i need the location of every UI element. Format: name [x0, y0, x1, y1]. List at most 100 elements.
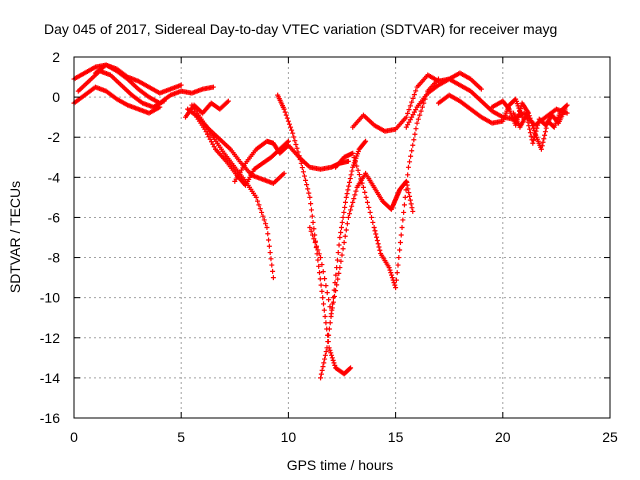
data-point — [374, 234, 380, 240]
data-point — [528, 133, 534, 139]
data-point — [330, 299, 336, 305]
data-point — [523, 112, 529, 118]
data-point — [316, 263, 322, 269]
data-point — [329, 352, 335, 358]
data-point — [321, 307, 327, 313]
y-tick-label: -10 — [40, 290, 60, 306]
data-point — [202, 126, 208, 132]
data-point — [356, 172, 362, 178]
data-point — [517, 106, 523, 112]
data-point — [290, 130, 296, 136]
data-point — [289, 127, 295, 133]
data-point — [389, 275, 395, 281]
data-point — [393, 277, 399, 283]
data-point — [267, 250, 273, 256]
data-point — [373, 231, 379, 237]
data-point — [335, 250, 341, 256]
data-point — [344, 191, 350, 197]
data-point — [316, 270, 322, 276]
data-point — [541, 136, 547, 142]
data-point — [358, 176, 364, 182]
data-point — [530, 140, 536, 146]
data-point — [407, 193, 413, 199]
data-point — [395, 262, 401, 268]
data-point — [286, 121, 292, 127]
data-point — [253, 194, 259, 200]
data-point — [323, 283, 329, 289]
data-point — [355, 167, 361, 173]
data-point — [348, 172, 354, 178]
data-point — [418, 108, 424, 114]
data-point — [352, 192, 358, 198]
data-point — [401, 202, 407, 208]
data-point — [360, 184, 366, 190]
data-point — [322, 276, 328, 282]
data-point — [397, 247, 403, 253]
data-point — [407, 117, 413, 123]
data-point — [345, 158, 351, 164]
data-point — [351, 155, 357, 161]
data-point — [478, 86, 484, 92]
data-point — [362, 139, 368, 145]
data-point — [352, 159, 358, 165]
grid — [74, 57, 610, 418]
series-track-2 — [75, 68, 167, 110]
data-point — [292, 138, 298, 144]
data-point — [338, 224, 344, 230]
data-point — [364, 199, 370, 205]
data-point — [307, 224, 313, 230]
data-point — [318, 282, 324, 288]
data-point — [323, 320, 329, 326]
data-point — [178, 82, 184, 88]
data-point — [266, 243, 272, 249]
data-point — [413, 126, 419, 132]
data-point — [310, 219, 316, 225]
data-point — [211, 144, 217, 150]
y-tick-label: -6 — [48, 209, 61, 225]
data-point — [330, 357, 336, 363]
data-point — [404, 179, 410, 185]
data-point — [311, 226, 317, 232]
data-point — [363, 194, 369, 200]
data-point — [318, 255, 324, 261]
data-point — [407, 103, 413, 109]
data-point — [326, 332, 332, 338]
data-point — [405, 122, 411, 128]
data-point — [315, 257, 321, 263]
data-point — [347, 176, 353, 182]
data-point — [403, 124, 409, 130]
y-tick-label: -12 — [40, 330, 60, 346]
data-point — [340, 214, 346, 220]
data-point — [208, 139, 214, 145]
data-point — [368, 214, 374, 220]
data-point — [341, 240, 347, 246]
data-point — [392, 282, 398, 288]
data-point — [415, 116, 421, 122]
data-point — [526, 123, 532, 129]
data-point — [367, 209, 373, 215]
series-track-9 — [232, 138, 351, 184]
data-point — [370, 219, 376, 225]
data-point — [337, 235, 343, 240]
data-point — [307, 194, 313, 200]
y-tick-label: -4 — [48, 169, 61, 185]
data-point — [408, 153, 414, 159]
data-point — [413, 88, 419, 94]
data-point — [335, 276, 341, 282]
data-point — [405, 164, 411, 170]
data-point — [264, 224, 270, 230]
data-point — [323, 349, 329, 355]
data-point — [306, 190, 312, 196]
data-point — [362, 189, 368, 195]
data-point — [389, 272, 395, 278]
data-point — [413, 107, 419, 113]
y-tick-label: 0 — [52, 89, 60, 105]
data-point — [540, 139, 546, 145]
data-point — [338, 229, 344, 235]
data-point — [391, 280, 397, 286]
data-point — [564, 102, 570, 108]
data-point — [319, 262, 325, 268]
data-point — [377, 247, 383, 253]
data-point — [529, 120, 535, 126]
data-point — [304, 182, 310, 188]
